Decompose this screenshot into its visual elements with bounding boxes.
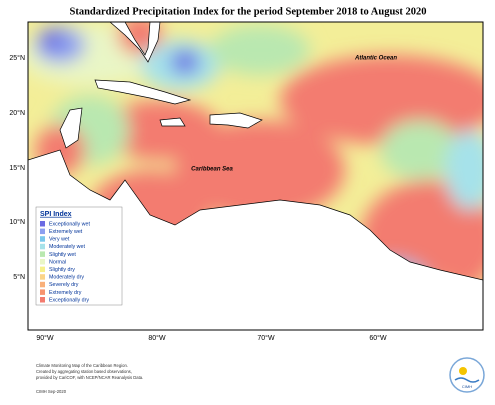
legend-swatch — [40, 266, 45, 273]
legend-title: SPI Index — [40, 211, 72, 218]
footer-text: provided by CariCOF, with NCEP/NCAR Rean… — [36, 375, 143, 380]
legend-label: Slightly wet — [49, 252, 76, 258]
sea-label: Caribbean Sea — [191, 167, 233, 173]
logo-sun — [459, 367, 467, 375]
spi-field — [28, 22, 483, 330]
lat-label: 15°N — [9, 164, 25, 172]
footer-text: Climate Monitoring Map of the Caribbean … — [36, 363, 128, 368]
lon-label: 70°W — [257, 334, 275, 342]
footer-credit: CIMH Sep-2020 — [36, 389, 67, 394]
legend-box — [35, 206, 123, 306]
legend-swatch — [40, 243, 45, 250]
ocean-label: Atlantic Ocean — [354, 56, 397, 62]
legend-label: Very wet — [49, 237, 70, 243]
lat-label: 5°N — [13, 273, 25, 281]
legend-label: Extremely dry — [49, 290, 82, 296]
map-title: Standardized Precipitation Index for the… — [69, 6, 426, 17]
logo — [449, 357, 485, 393]
legend-label: Normal — [49, 259, 66, 265]
legend-swatch — [40, 274, 45, 280]
legend-swatch — [40, 221, 45, 227]
land — [28, 22, 483, 330]
logo-wave — [454, 377, 480, 383]
legend-label: Moderately dry — [49, 275, 84, 281]
legend-label: Exceptionally wet — [49, 221, 90, 227]
legend-swatch — [40, 251, 45, 257]
footer-text: Created by aggregating station based obs… — [36, 369, 132, 374]
legend-label: Severely dry — [49, 282, 79, 288]
legend-label: Slightly dry — [49, 267, 75, 273]
legend-swatch — [40, 281, 45, 288]
legend-swatch — [40, 236, 45, 242]
lat-label: 10°N — [9, 218, 25, 226]
logo-text: CIMH — [462, 384, 472, 389]
legend-swatch — [40, 259, 45, 265]
legend-label: Extremely wet — [49, 229, 83, 235]
legend-label: Exceptionally dry — [49, 297, 89, 303]
map-frame — [27, 21, 484, 331]
lon-label: 60°W — [369, 334, 387, 342]
legend-swatch — [40, 289, 45, 295]
lat-label: 20°N — [9, 109, 25, 117]
legend-swatch — [40, 228, 45, 235]
lon-label: 90°W — [36, 334, 54, 342]
legend-label: Moderately wet — [49, 244, 85, 250]
lat-label: 25°N — [9, 54, 25, 62]
legend-swatch — [40, 297, 45, 303]
lon-label: 80°W — [148, 334, 166, 342]
